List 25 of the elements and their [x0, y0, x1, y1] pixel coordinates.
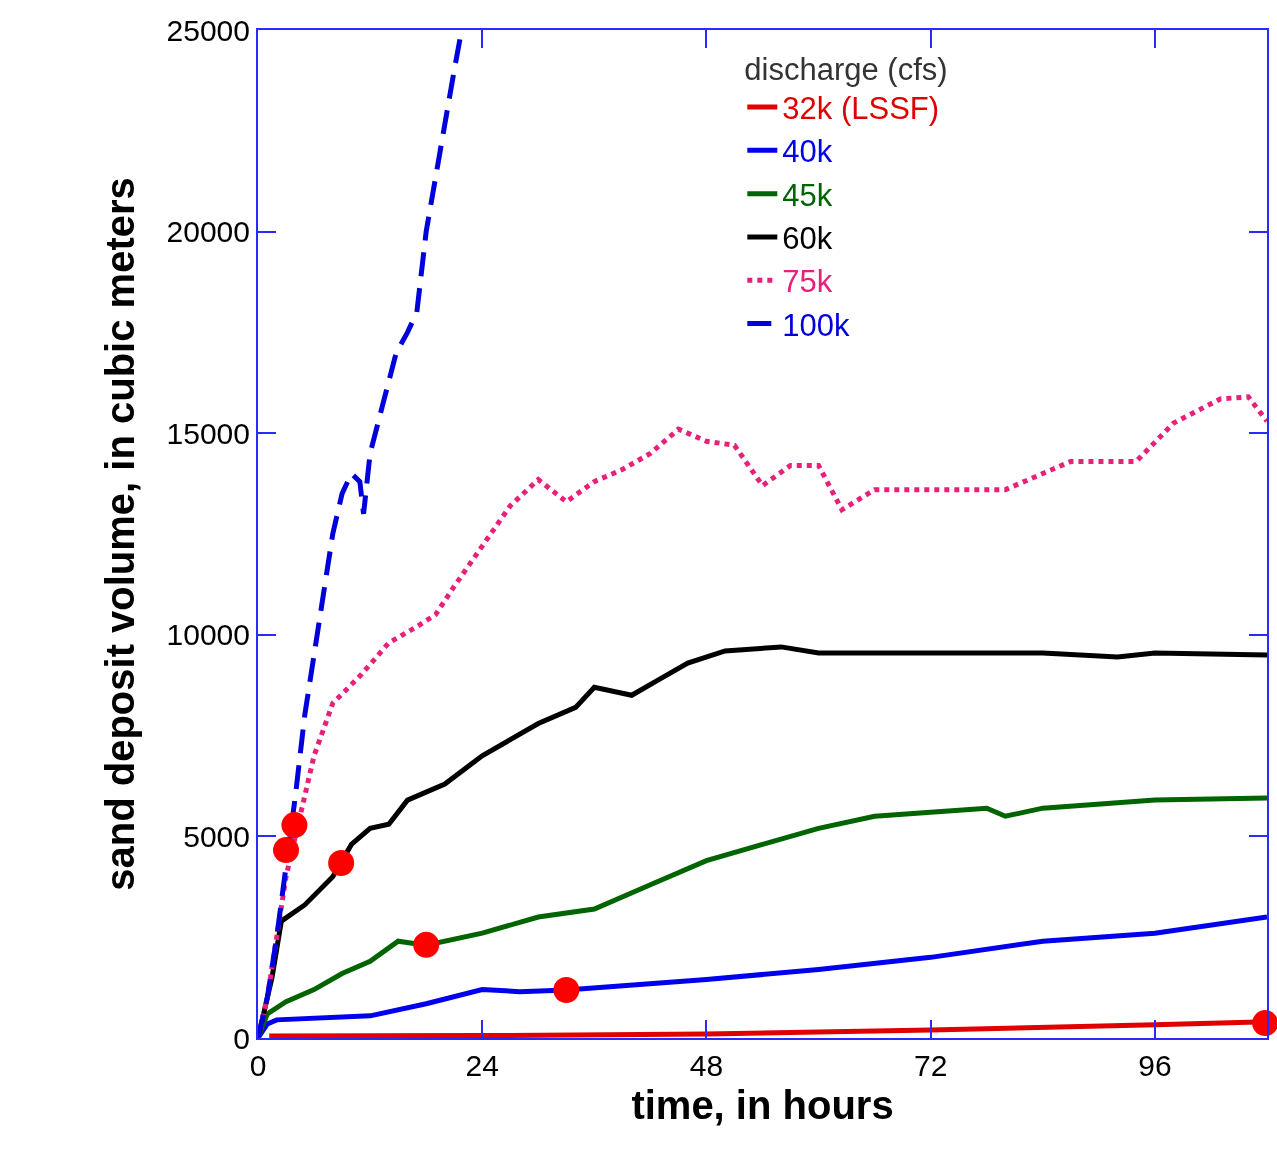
point: [273, 837, 300, 864]
y-axis-title: sand deposit volume, in cubic meters: [97, 177, 142, 891]
y-tick-label: 20000: [166, 215, 250, 249]
point: [281, 812, 308, 839]
x-tick-label: 96: [1138, 1049, 1172, 1082]
x-tick-label: 24: [465, 1049, 499, 1082]
legend-label: 100k: [782, 307, 851, 343]
legend-title: discharge (cfs): [744, 52, 948, 88]
y-tick-label: 15000: [166, 416, 250, 450]
x-tick-label: 48: [689, 1049, 724, 1082]
x-axis-title: time, in hours: [631, 1083, 894, 1127]
legend-label: 45k: [782, 177, 833, 213]
y-tick-label: 5000: [183, 819, 250, 853]
point: [1252, 1010, 1277, 1037]
point: [553, 977, 580, 1004]
legend-label: 75k: [782, 264, 833, 300]
legend-label: 40k: [782, 134, 833, 170]
x-tick-label: 72: [913, 1049, 948, 1082]
y-tick-label: 10000: [166, 618, 250, 652]
y-tick-label: 0: [233, 1021, 250, 1055]
point: [413, 931, 440, 958]
legend-label: 60k: [782, 221, 833, 257]
point: [328, 850, 355, 876]
y-tick-label: 25000: [166, 13, 250, 47]
legend-label: 32k (LSSF): [782, 91, 940, 127]
